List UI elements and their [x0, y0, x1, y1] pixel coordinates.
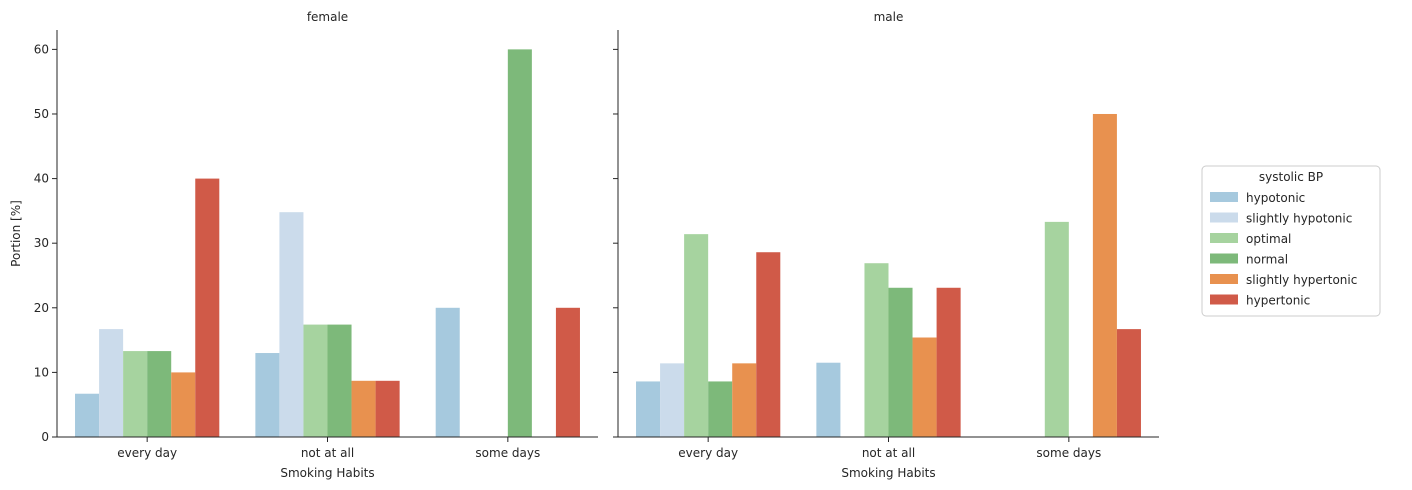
- x-axis-label-male: Smoking Habits: [841, 466, 935, 480]
- bar-female-slightly-hypotonic-not-at-all: [279, 212, 304, 437]
- bar-female-normal-every-day: [147, 351, 172, 437]
- legend-swatch-normal: [1210, 253, 1238, 264]
- bar-male-slightly-hypertonic-some-days: [1092, 113, 1117, 437]
- bar-male-hypertonic-every-day: [756, 252, 781, 437]
- x-tick-label-male-every-day: every day: [678, 446, 738, 460]
- legend-swatch-hypotonic: [1210, 192, 1238, 202]
- bar-female-slightly-hypotonic-every-day: [99, 329, 124, 437]
- legend-swatch-optimal: [1210, 233, 1238, 243]
- legend-box: [1201, 165, 1381, 317]
- y-tick-label-50: 50: [34, 107, 49, 121]
- bar-female-hypotonic-every-day: [75, 393, 100, 437]
- legend-label-hypotonic: hypotonic: [1246, 191, 1305, 205]
- bar-female-hypotonic-some-days: [435, 307, 460, 437]
- x-tick-label-male-not-at-all: not at all: [862, 446, 915, 460]
- bar-female-optimal-every-day: [123, 351, 148, 437]
- bar-female-normal-not-at-all: [327, 324, 352, 437]
- bar-female-hypotonic-not-at-all: [255, 353, 280, 437]
- bar-female-normal-some-days: [507, 49, 532, 437]
- legend-swatch-slightly-hypertonic: [1210, 274, 1238, 284]
- x-tick-label-female-every-day: every day: [117, 446, 177, 460]
- legend-label-hypertonic: hypertonic: [1246, 294, 1310, 308]
- y-tick-label-20: 20: [34, 301, 49, 315]
- bar-male-slightly-hypertonic-every-day: [732, 363, 757, 437]
- bar-male-optimal-some-days: [1044, 221, 1069, 437]
- y-axis-label: Portion [%]: [9, 200, 23, 267]
- bar-male-slightly-hypotonic-every-day: [660, 363, 685, 437]
- legend-label-normal: normal: [1246, 253, 1288, 267]
- bar-male-normal-every-day: [708, 381, 733, 437]
- y-tick-label-0: 0: [41, 430, 49, 444]
- bar-female-hypertonic-not-at-all: [375, 380, 400, 437]
- bar-male-hypotonic-every-day: [636, 381, 661, 437]
- bar-male-optimal-not-at-all: [864, 263, 889, 437]
- legend-swatch-hypertonic: [1210, 294, 1238, 305]
- facet-title-female: female: [307, 10, 348, 24]
- bar-female-optimal-not-at-all: [303, 324, 328, 437]
- bar-female-hypertonic-every-day: [195, 178, 220, 437]
- bar-male-hypertonic-not-at-all: [936, 287, 961, 437]
- x-tick-label-female-some-days: some days: [475, 446, 540, 460]
- bar-male-hypertonic-some-days: [1116, 329, 1141, 437]
- x-axis-label-female: Smoking Habits: [280, 466, 374, 480]
- bar-male-optimal-every-day: [684, 234, 709, 437]
- x-tick-label-male-some-days: some days: [1036, 446, 1101, 460]
- bar-male-slightly-hypertonic-not-at-all: [912, 337, 937, 437]
- x-tick-label-female-not-at-all: not at all: [301, 446, 354, 460]
- bar-female-slightly-hypertonic-every-day: [171, 372, 196, 437]
- legend-title: systolic BP: [1259, 170, 1323, 184]
- y-tick-label-30: 30: [34, 236, 49, 250]
- bar-male-normal-not-at-all: [888, 287, 913, 437]
- legend-label-slightly-hypotonic: slightly hypotonic: [1246, 212, 1352, 226]
- legend-swatch-slightly-hypotonic: [1210, 212, 1238, 223]
- legend-label-optimal: optimal: [1246, 232, 1291, 246]
- y-tick-label-60: 60: [34, 42, 49, 56]
- y-tick-label-40: 40: [34, 172, 49, 186]
- y-tick-label-10: 10: [34, 365, 49, 379]
- facet-title-male: male: [874, 10, 904, 24]
- bar-female-hypertonic-some-days: [555, 307, 580, 437]
- bar-female-slightly-hypertonic-not-at-all: [351, 380, 376, 437]
- bar-male-hypotonic-not-at-all: [816, 362, 841, 437]
- legend-label-slightly-hypertonic: slightly hypertonic: [1246, 273, 1357, 287]
